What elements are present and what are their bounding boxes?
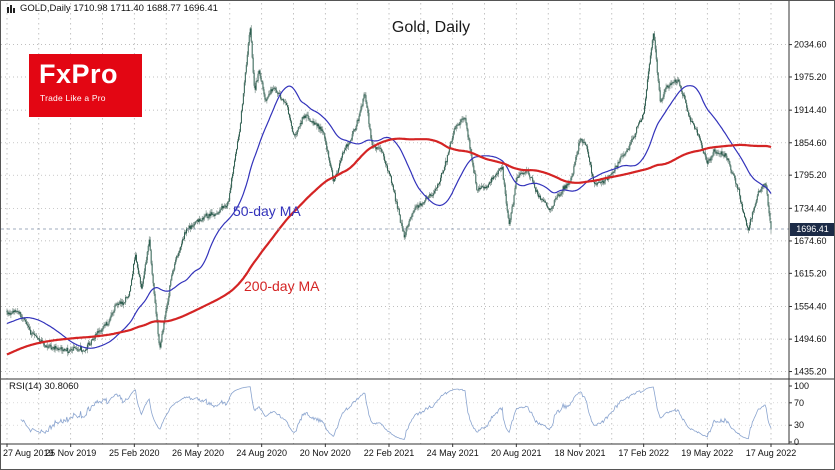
date-tick-label: 26 May 2020 xyxy=(172,448,224,458)
rsi-indicator-label: RSI(14) 30.8060 xyxy=(9,381,79,392)
current-price-badge: 1696.41 xyxy=(790,222,834,236)
price-tick-label: 1975.20 xyxy=(794,72,827,82)
price-tick-label: 1494.60 xyxy=(794,334,827,344)
date-tick-label: 27 Aug 2019 xyxy=(3,448,54,458)
chart-type-icon xyxy=(7,4,16,13)
price-tick-label: 1854.60 xyxy=(794,138,827,148)
rsi-line xyxy=(20,386,772,440)
date-tick-label: 20 Aug 2021 xyxy=(491,448,542,458)
price-tick-label: 1795.20 xyxy=(794,170,827,180)
rsi-tick-label: 0 xyxy=(794,437,799,447)
price-tick-label: 1554.40 xyxy=(794,302,827,312)
gridlines xyxy=(1,3,789,444)
date-tick-label: 25 Feb 2020 xyxy=(109,448,160,458)
price-tick-label: 1435.20 xyxy=(794,367,827,377)
date-tick-label: 18 Nov 2021 xyxy=(554,448,605,458)
fxpro-logo: FxPro Trade Like a Pro xyxy=(29,54,142,117)
rsi-tick-label: 100 xyxy=(794,381,809,391)
ma50-line xyxy=(6,85,772,349)
fxpro-brand-text: FxPro xyxy=(39,59,119,89)
fxpro-tagline: Trade Like a Pro xyxy=(40,93,106,103)
price-tick-label: 1674.60 xyxy=(794,236,827,246)
price-tick-label: 2034.60 xyxy=(794,40,827,50)
date-tick-label: 24 May 2021 xyxy=(427,448,479,458)
rsi-tick-label: 30 xyxy=(794,420,804,430)
symbol-info: GOLD,Daily 1710.98 1711.40 1688.77 1696.… xyxy=(7,3,218,14)
price-tick-label: 1914.40 xyxy=(794,105,827,115)
chart-title: Gold, Daily xyxy=(391,19,471,36)
price-tick-label: 1734.40 xyxy=(794,203,827,213)
symbol-ohlc-text: GOLD,Daily 1710.98 1711.40 1688.77 1696.… xyxy=(20,3,218,14)
price-tick-label: 1615.20 xyxy=(794,268,827,278)
ma50-annotation: 50-day MA xyxy=(233,203,301,219)
candlestick-series xyxy=(6,28,772,353)
date-tick-label: 17 Aug 2022 xyxy=(746,448,797,458)
rsi-tick-label: 70 xyxy=(794,398,804,408)
ma200-annotation: 200-day MA xyxy=(244,278,320,294)
date-tick-label: 24 Aug 2020 xyxy=(236,448,287,458)
date-tick-label: 17 Feb 2022 xyxy=(618,448,669,458)
date-tick-label: 20 Nov 2020 xyxy=(300,448,351,458)
date-tick-label: 22 Feb 2021 xyxy=(364,448,415,458)
date-tick-label: 19 May 2022 xyxy=(681,448,733,458)
date-tick-label: 25 Nov 2019 xyxy=(45,448,96,458)
ma200-line xyxy=(6,137,772,356)
